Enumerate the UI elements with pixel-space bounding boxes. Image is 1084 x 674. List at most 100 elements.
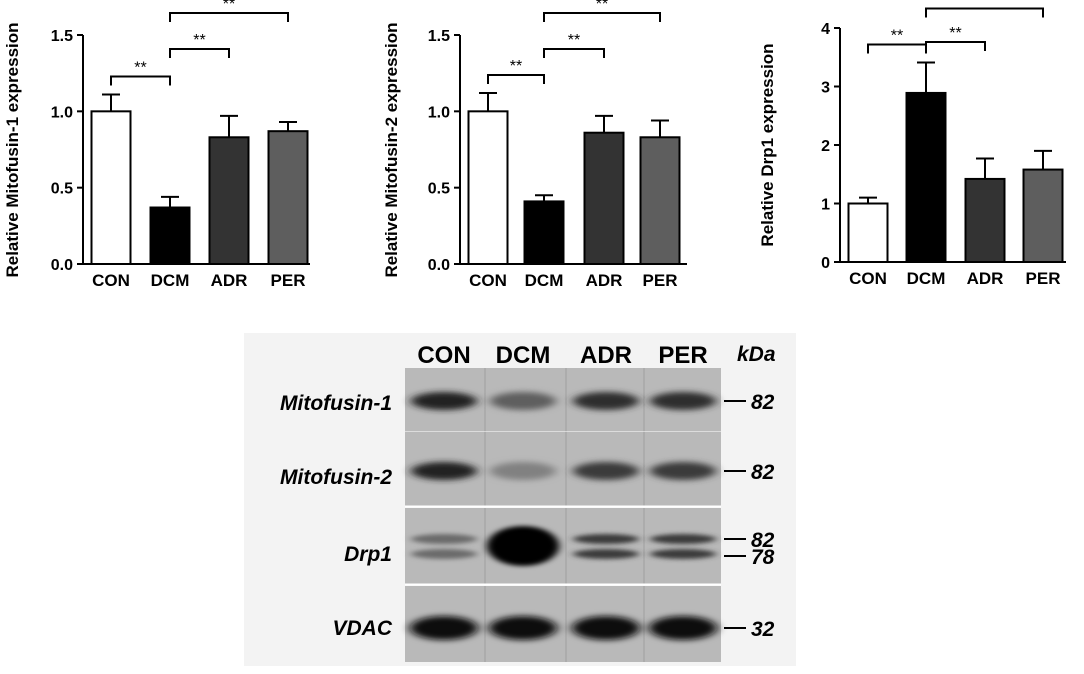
x-tick-label-per: PER (643, 271, 678, 290)
y-tick-label: 2 (821, 138, 830, 155)
bar-dcm (523, 200, 565, 265)
y-tick-label: 1.0 (51, 104, 73, 121)
blot-strip-mitofusin-2 (405, 432, 721, 506)
x-tick-label-per: PER (1026, 269, 1061, 288)
y-tick-label: 0.5 (51, 181, 73, 198)
significance-label: ** (891, 28, 903, 45)
y-tick-label: 0.5 (428, 181, 450, 198)
significance-label: ** (193, 32, 205, 49)
bar-per (639, 136, 681, 265)
bar-dcm (149, 206, 191, 266)
bar-con (467, 110, 509, 266)
bar-con (90, 110, 132, 266)
marker-drp1-82: 82 (751, 529, 775, 552)
significance-bracket (543, 12, 661, 22)
significance-bracket (169, 12, 289, 22)
blot-band (410, 616, 478, 640)
blot-band (650, 462, 716, 480)
y-tick-label: 0.0 (428, 257, 450, 274)
blot-row-label-mitofusin-2: Mitofusin-2 (280, 466, 392, 489)
bar-per (1022, 168, 1064, 264)
blot-row-label-mitofusin-1: Mitofusin-1 (280, 392, 392, 415)
y-tick-label: 1.0 (428, 104, 450, 121)
blot-row-labels: Mitofusin-1 Mitofusin-2 Drp1 VDAC (280, 392, 393, 640)
blot-lane-per: PER (658, 342, 707, 369)
y-tick-label: 0.0 (51, 257, 73, 274)
bar-per (267, 130, 309, 265)
x-tick-label-con: CON (469, 271, 507, 290)
y-tick-label: 1.5 (51, 28, 73, 45)
marker-drp1-78: 78 (751, 546, 775, 569)
blot-lane-con: CON (417, 342, 470, 369)
blot-lane-adr: ADR (580, 342, 632, 369)
significance-label: ** (978, 0, 990, 9)
chart-mitofusin-1: Relative Mitofusin-1 expression 0.0 0.5 1.0… (3, 0, 310, 290)
blot-band (573, 462, 639, 480)
significance-bracket (487, 74, 545, 85)
blot-images (405, 368, 721, 662)
bar-con (847, 202, 889, 263)
y-tick-label: 1 (821, 197, 830, 214)
blot-lane-dcm: DCM (496, 342, 551, 369)
blot-band (490, 392, 556, 410)
blot-band (411, 534, 477, 544)
y-tick-label: 3 (821, 80, 830, 97)
x-tick-label-adr: ADR (211, 271, 248, 290)
blot-band (573, 534, 639, 544)
blot-band (411, 462, 477, 480)
x-tick-label-dcm: DCM (151, 271, 190, 290)
marker-mitofusin-2-82: 82 (751, 461, 775, 484)
blot-band (650, 549, 716, 559)
y-tick-label: 4 (821, 21, 830, 38)
blot-band (411, 549, 477, 559)
bar-adr (964, 177, 1006, 263)
blot-band (489, 616, 557, 640)
blot-row-label-drp1: Drp1 (344, 543, 392, 566)
blot-band (649, 616, 717, 640)
significance-bracket (110, 75, 171, 86)
y-tick-label: 1.5 (428, 28, 450, 45)
blot-band (411, 392, 477, 410)
significance-bracket (867, 43, 927, 54)
blot-strip-background (405, 508, 721, 584)
blot-lane-headers: CON DCM ADR PER (417, 342, 707, 369)
significance-bracket (925, 41, 986, 51)
x-tick-label-dcm: DCM (907, 269, 946, 288)
blot-size-markers: 82 82 82 78 32 (724, 391, 775, 641)
significance-label: ** (596, 0, 608, 13)
significance-bracket (543, 48, 605, 58)
blot-band (573, 549, 639, 559)
y-tick-label: 0 (821, 255, 830, 272)
blot-strip-drp1 (405, 508, 721, 584)
blot-band (572, 616, 640, 640)
x-tick-label-per: PER (271, 271, 306, 290)
y-axis-label: Relative Mitofusin-1 expression (3, 22, 22, 277)
x-tick-label-con: CON (849, 269, 887, 288)
significance-label: ** (949, 25, 961, 42)
blot-strip-vdac (405, 586, 721, 662)
significance-label: ** (223, 0, 235, 13)
blot-band (573, 392, 639, 410)
significance-bracket (169, 48, 230, 58)
significance-label: ** (510, 58, 522, 75)
blot-band (650, 534, 716, 544)
blot-strip-mitofusin-1 (405, 368, 721, 432)
x-tick-label-adr: ADR (586, 271, 623, 290)
x-tick-label-con: CON (92, 271, 130, 290)
blot-unit-label: kDa (737, 343, 776, 366)
western-blot-panel: CON DCM ADR PER kDa Mitofusin-1 Mitofusi… (244, 333, 796, 666)
chart-mitofusin-2: Relative Mitofusin-2 expression 0.0 0.5 1.0… (382, 0, 687, 290)
blot-band (490, 462, 556, 480)
y-axis-label: Relative Mitofusin-2 expression (382, 22, 401, 277)
blot-band (650, 392, 716, 410)
bar-adr (583, 131, 625, 265)
significance-label: ** (134, 60, 146, 77)
bar-dcm (905, 91, 947, 263)
marker-vdac-32: 32 (751, 618, 775, 641)
x-tick-label-dcm: DCM (525, 271, 564, 290)
marker-mitofusin-1-82: 82 (751, 391, 775, 414)
significance-bracket (925, 7, 1044, 18)
significance-label: ** (568, 32, 580, 49)
chart-drp1: Relative Drp1 expression 0 1 2 3 4 CON DCM ADR PE… (758, 0, 1066, 288)
